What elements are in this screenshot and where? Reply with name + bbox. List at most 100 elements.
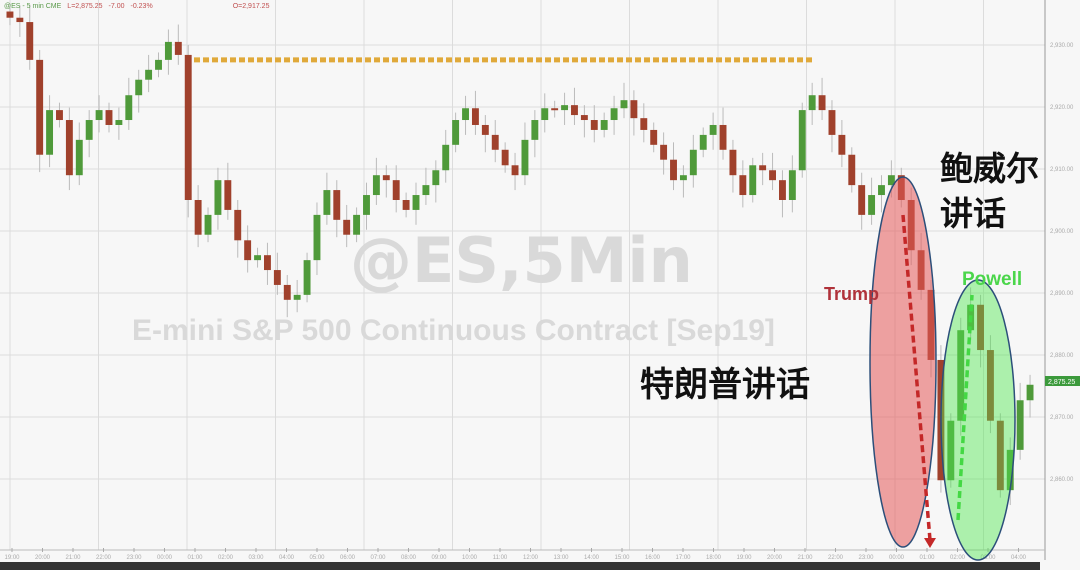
- candle-body: [105, 110, 113, 125]
- candle-body: [65, 120, 73, 176]
- x-tick-label: 01:00: [187, 555, 203, 561]
- candle-body: [343, 219, 351, 235]
- header: @ES - 5 min CME L=2,875.25 -7.00 -0.23% O=2,…: [4, 3, 270, 10]
- candle-body: [392, 180, 400, 200]
- candle-body: [184, 54, 192, 200]
- y-tick-label: 2,910.00: [1050, 167, 1074, 173]
- candle-body: [501, 149, 509, 166]
- header-symbol: @ES - 5 min CME: [4, 3, 62, 10]
- candle-body: [412, 195, 420, 210]
- x-tick-label: 11:00: [493, 555, 508, 561]
- y-axis: 2,930.00 2,920.00 2,910.00 2,900.00 2,890.00…: [1050, 43, 1074, 483]
- powell-speech-cn-1: 鲍威尔: [940, 149, 1039, 188]
- candle-body: [1006, 449, 1014, 491]
- candle-body: [521, 139, 529, 176]
- powell-arrow: [956, 294, 974, 521]
- candle-body: [977, 304, 984, 351]
- candle-body: [36, 59, 44, 155]
- candle-body: [878, 185, 885, 196]
- candle-body: [957, 330, 965, 421]
- candle-body: [630, 100, 638, 119]
- x-tick-label: 04:00: [279, 555, 295, 561]
- candle-body: [996, 420, 1004, 491]
- candle-body: [372, 175, 380, 196]
- candle-body: [422, 185, 430, 196]
- header-change: -7.00: [109, 3, 125, 10]
- candle-body: [749, 165, 757, 196]
- candle-body: [868, 195, 876, 215]
- last-price-badge: [1045, 376, 1080, 386]
- candle-body: [46, 110, 54, 155]
- candle-body: [273, 270, 281, 285]
- watermark-contract: E-mini S&P 500 Continuous Contract [Sep1…: [132, 314, 775, 347]
- trump-ellipse: [869, 176, 937, 548]
- candle-body: [323, 190, 331, 215]
- candle-body: [491, 134, 499, 150]
- candle-body: [26, 22, 34, 60]
- candle-body: [452, 120, 460, 145]
- candle-body: [313, 214, 321, 261]
- candle-body: [244, 240, 252, 261]
- trump-speech-cn: 特朗普讲话: [640, 365, 810, 405]
- candle-body: [729, 149, 737, 176]
- candle-body: [204, 214, 212, 235]
- candle-body: [164, 41, 172, 60]
- x-tick-label: 18:00: [706, 555, 722, 561]
- candle-body: [551, 108, 559, 111]
- candle-body: [145, 69, 153, 80]
- y-tick-label: 2,890.00: [1050, 291, 1074, 297]
- candle-body: [660, 144, 668, 160]
- horizontal-scrollbar[interactable]: [0, 562, 1040, 570]
- y-tick-label: 2,930.00: [1050, 43, 1074, 49]
- candle-body: [1026, 384, 1034, 401]
- candle-body: [610, 108, 618, 121]
- candle-body: [16, 17, 24, 23]
- candle-body: [719, 124, 727, 150]
- candle-body: [600, 120, 608, 130]
- candle-body: [779, 180, 786, 200]
- candle-body: [739, 175, 747, 196]
- candle-body: [234, 209, 242, 241]
- x-tick-label: 20:00: [767, 555, 783, 561]
- candle-body: [531, 120, 539, 140]
- candle-body: [214, 180, 222, 215]
- x-tick-label: 09:00: [431, 555, 447, 561]
- candle-body: [709, 124, 717, 135]
- candle-body: [402, 200, 410, 210]
- candle-body: [481, 124, 489, 135]
- x-tick-label: 05:00: [309, 555, 325, 561]
- candle-body: [986, 350, 994, 421]
- x-tick-label: 15:00: [614, 555, 630, 561]
- x-tick-label: 02:00: [218, 555, 234, 561]
- x-tick-label: 04:00: [1011, 555, 1027, 561]
- candle-body: [363, 195, 370, 215]
- powell-speech-cn-2: 讲话: [940, 194, 1006, 233]
- powell-ellipse: [940, 279, 1016, 561]
- candle-body: [759, 165, 767, 171]
- candle-body: [283, 284, 291, 300]
- candle-body: [115, 120, 123, 125]
- x-tick-label: 02:00: [950, 555, 966, 561]
- x-tick-label: 22:00: [828, 555, 844, 561]
- x-tick-label: 22:00: [96, 555, 112, 561]
- x-tick-label: 19:00: [736, 555, 752, 561]
- x-tick-label: 13:00: [553, 555, 569, 561]
- candle-body: [580, 115, 588, 121]
- y-tick-label: 2,920.00: [1050, 105, 1074, 111]
- candle-body: [679, 175, 687, 181]
- candle-body: [689, 149, 697, 176]
- x-tick-label: 00:00: [157, 555, 173, 561]
- candle-body: [254, 255, 261, 261]
- trump-label: Trump: [824, 284, 879, 304]
- candle-body: [838, 134, 846, 155]
- candle-body: [947, 420, 955, 481]
- candle-body: [650, 129, 658, 145]
- candle-body: [769, 170, 776, 181]
- candle-body: [561, 105, 569, 111]
- candle-body: [56, 110, 63, 121]
- candle-body: [828, 110, 836, 135]
- candle-body: [471, 108, 479, 125]
- x-tick-label: 21:00: [797, 555, 813, 561]
- x-tick-label: 16:00: [645, 555, 661, 561]
